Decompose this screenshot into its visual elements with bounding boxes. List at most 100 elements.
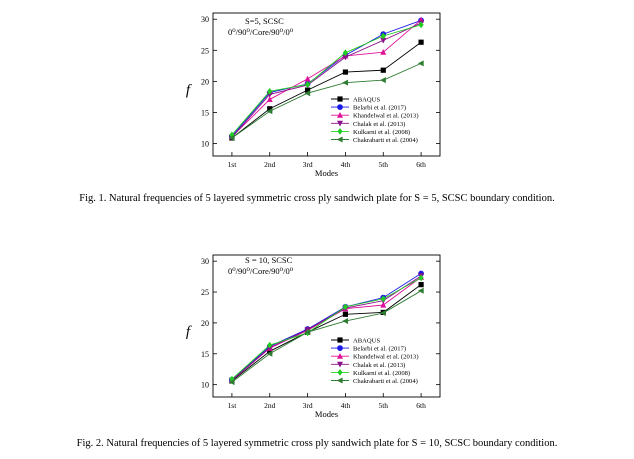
legend-entry: Kulkarni et al. (2008) [353, 370, 410, 377]
y-tick-label: 25 [201, 46, 209, 55]
data-point [418, 282, 424, 288]
legend-entry: Khandelwal et al. (2013) [353, 354, 419, 361]
legend-entry: Khandelwal et al. (2013) [353, 113, 419, 120]
legend-marker [337, 120, 343, 127]
series-line [231, 19, 422, 138]
legend-entry: ABAQUS [353, 338, 380, 345]
x-tick-label: 2nd [264, 160, 276, 169]
data-point [267, 348, 273, 354]
data-point [380, 67, 386, 73]
x-tick-label: 5th [378, 401, 388, 410]
series-line [231, 20, 422, 137]
y-axis-label: f [186, 324, 192, 340]
y-tick-label: 30 [201, 257, 209, 266]
series-chakrabarti-et-al-2004 [228, 60, 424, 141]
data-point [267, 106, 273, 112]
x-tick-label: 5th [378, 160, 388, 169]
series-line [231, 41, 422, 139]
data-point [267, 341, 273, 349]
x-tick-label: 2nd [264, 401, 276, 410]
x-tick-label: 1st [228, 401, 238, 410]
y-tick-label: 10 [201, 381, 209, 390]
plot-frame [212, 254, 441, 398]
legend-marker [336, 136, 343, 143]
legend-marker [337, 353, 343, 359]
data-point [418, 39, 424, 45]
x-axis-label: Modes [315, 409, 338, 419]
legend-entry: Belarbi et al. (2017) [353, 105, 406, 112]
data-point [228, 379, 235, 386]
y-tick-label: 30 [201, 15, 209, 24]
data-point [266, 108, 273, 115]
legend-entry: Belarbi et al. (2017) [353, 346, 406, 353]
legend-marker [337, 112, 343, 118]
series-line [231, 275, 422, 381]
legend-marker [337, 369, 343, 376]
x-tick-label: 3rd [303, 160, 313, 169]
figure-2-caption: Fig. 2. Natural frequencies of 5 layered… [76, 438, 558, 449]
data-point [304, 81, 311, 88]
data-point [380, 77, 386, 84]
series-line [231, 24, 422, 136]
x-tick-label: 1st [228, 160, 238, 169]
legend-entry: Chakrabarti et al. (2004) [353, 378, 418, 385]
y-tick-label: 10 [201, 140, 209, 149]
data-point [380, 37, 387, 44]
chart-annotation-line-2: 0⁰/90⁰/Core/90⁰/0⁰ [228, 266, 294, 276]
data-point [380, 295, 386, 303]
series-line [231, 277, 422, 380]
data-point [342, 49, 349, 57]
legend-marker [337, 337, 343, 343]
plot-frame [212, 12, 441, 157]
x-tick-label: 6th [416, 160, 426, 169]
data-point [342, 69, 349, 75]
legend-entry: Chakrabarti et al. (2004) [353, 137, 418, 144]
data-point [342, 79, 349, 86]
data-point [417, 287, 424, 294]
data-point [304, 329, 311, 336]
data-point [266, 96, 273, 103]
data-point [304, 90, 311, 97]
legend-entry: Chalak et al. (2013) [353, 362, 405, 369]
series-line [231, 273, 422, 381]
y-tick-label: 20 [201, 319, 209, 328]
data-point [342, 54, 349, 61]
y-tick-label: 25 [201, 288, 209, 297]
legend-marker [337, 104, 343, 110]
data-point [342, 311, 349, 317]
series-line [231, 22, 422, 138]
data-point [266, 350, 273, 357]
chart-2: 10 15 20 25 30 1st 2nd 3rd 4th 5th 6th Modes f S = 10… [186, 254, 441, 419]
legend-marker [336, 377, 343, 384]
chart-annotation-line-1: S = 10, SCSC [245, 255, 293, 265]
data-point [417, 60, 424, 67]
data-point [380, 310, 386, 317]
series-chakrabarti-et-al-2004 [228, 287, 424, 386]
legend-entry: Chalak et al. (2013) [353, 121, 405, 128]
series-line [231, 290, 422, 383]
x-tick-label: 3rd [303, 401, 313, 410]
data-point [342, 318, 349, 325]
x-tick-label: 4th [341, 401, 351, 410]
legend-marker [337, 361, 343, 368]
legend-marker [337, 128, 343, 135]
data-point [228, 134, 235, 141]
legend-marker [337, 345, 343, 351]
chart-annotation-line-2: 0⁰/90⁰/Core/90⁰/0⁰ [228, 27, 294, 37]
data-point [304, 75, 311, 82]
data-point [342, 303, 349, 311]
legend-marker [337, 96, 343, 102]
y-axis-label: f [186, 83, 192, 99]
data-point [380, 48, 387, 55]
legend-entry: ABAQUS [353, 97, 380, 104]
figure-1-caption: Fig. 1. Natural frequencies of 5 layered… [79, 193, 555, 204]
y-tick-label: 15 [201, 350, 209, 359]
y-tick-label: 20 [201, 77, 209, 86]
chart-annotation-line-1: S=5, SCSC [245, 16, 284, 26]
data-point [380, 301, 387, 308]
series-line [231, 284, 422, 382]
data-point [380, 32, 386, 40]
